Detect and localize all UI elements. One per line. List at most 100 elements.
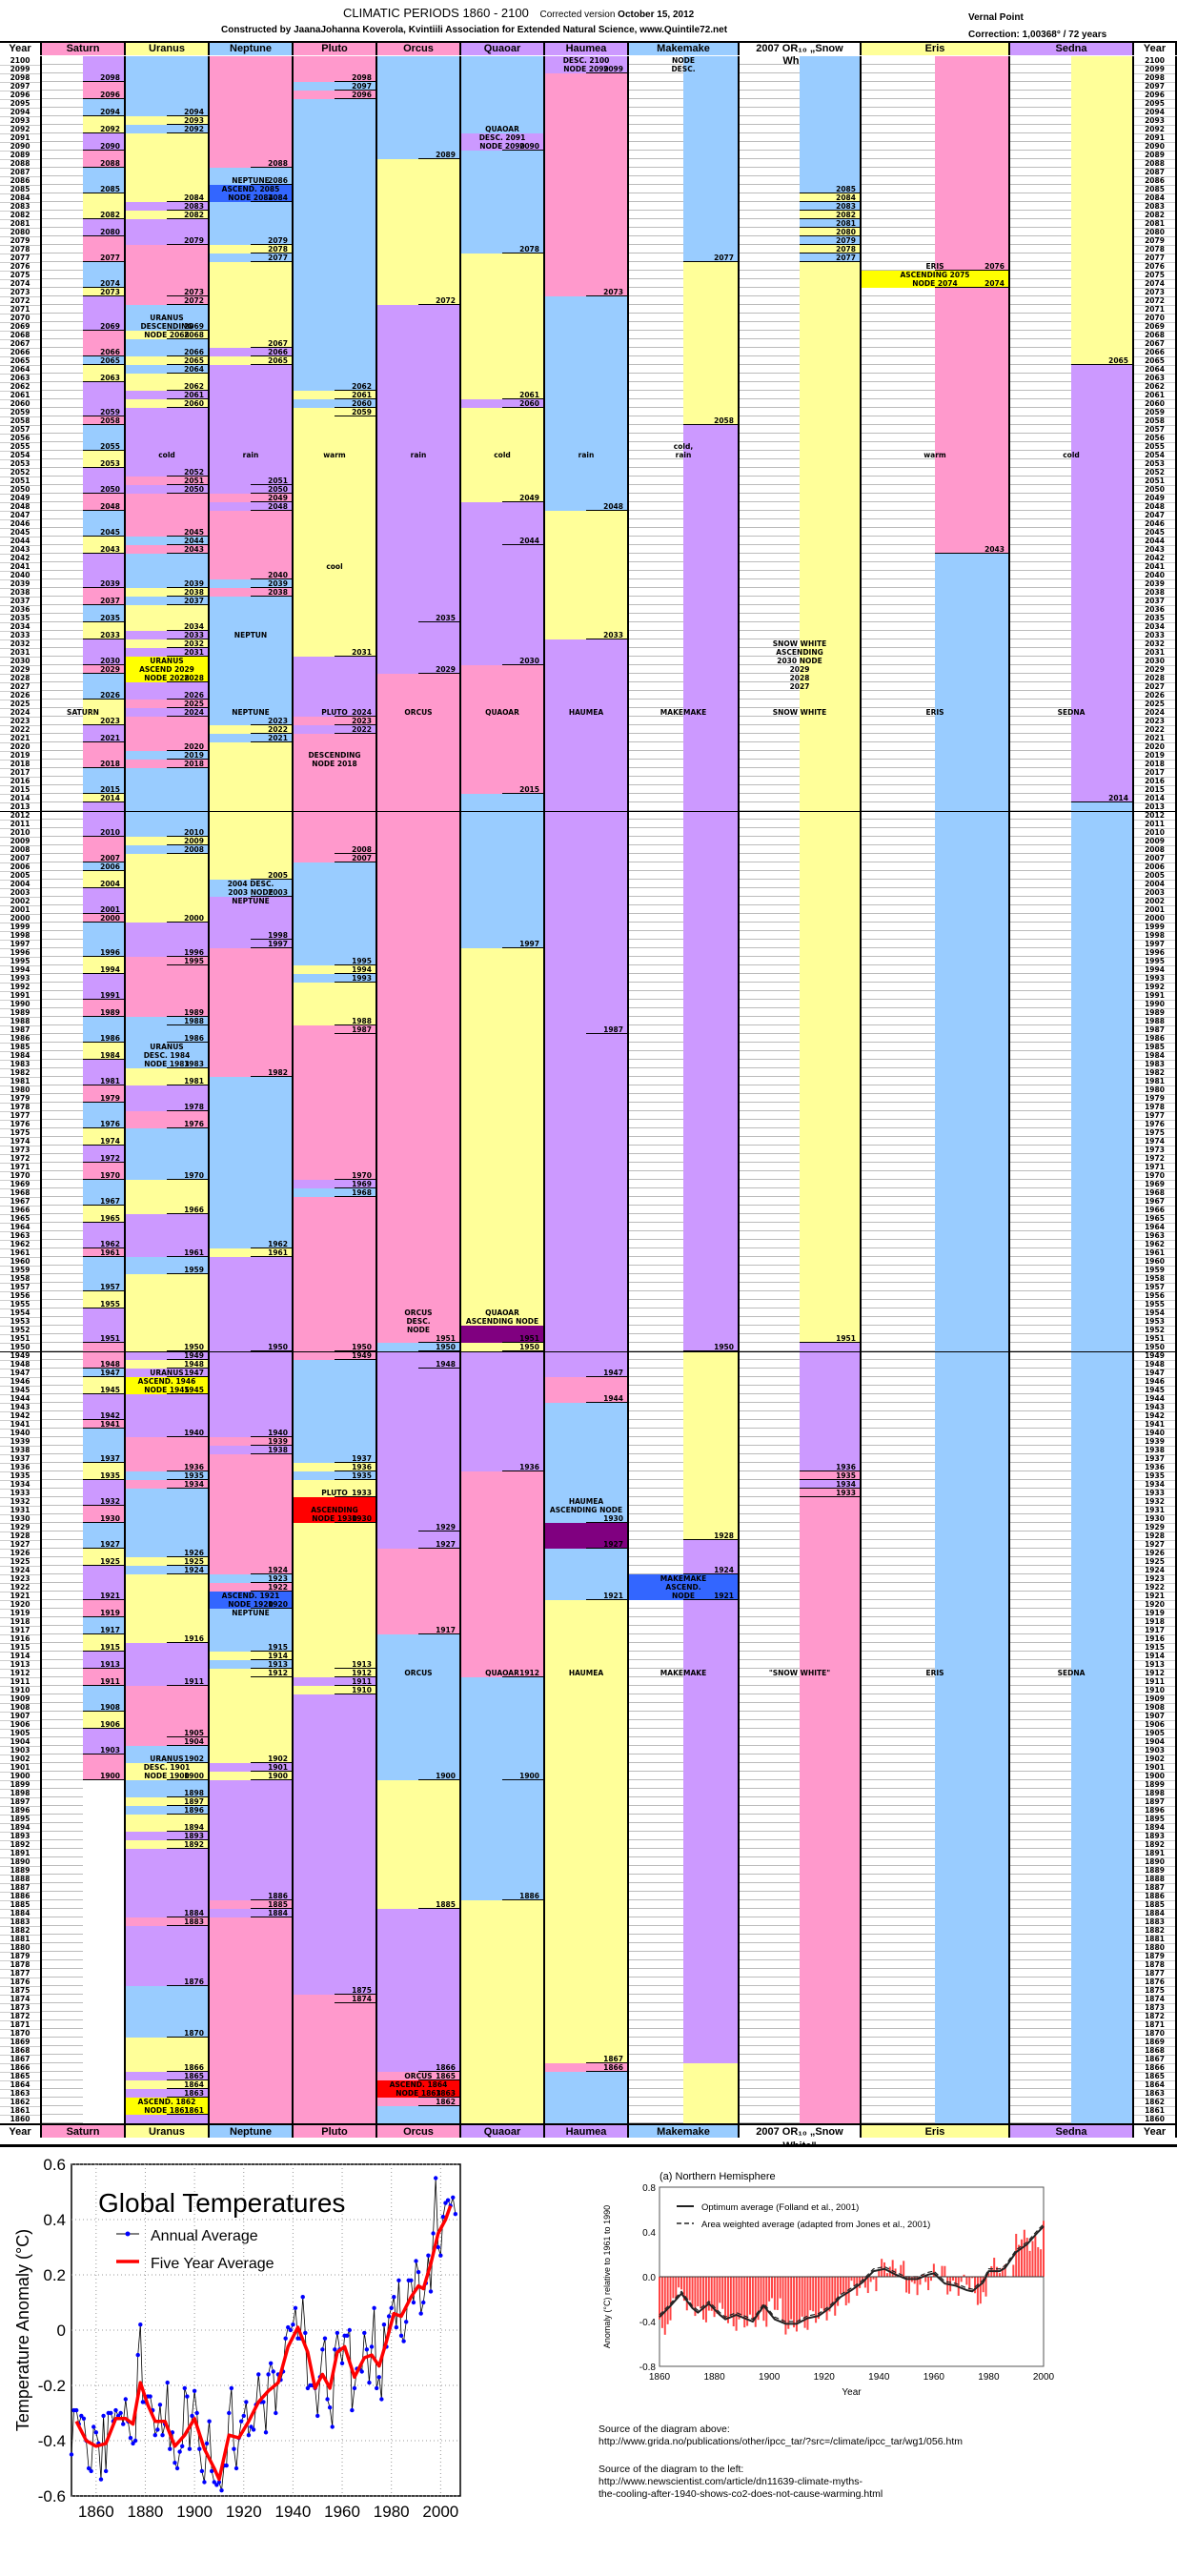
year-marker: 2035 [83, 614, 124, 622]
year-marker: 1884 [167, 1909, 208, 1917]
period-band [800, 1497, 860, 2123]
year-marker: 1997 [502, 940, 543, 948]
year-marker: 2065 [167, 356, 208, 365]
year-marker: 2067 [251, 339, 292, 348]
year-marker: 2078 [800, 245, 860, 254]
y-tick-label: 0.4 [642, 2228, 656, 2239]
year-marker: 1989 [167, 1008, 208, 1017]
era-divider [0, 1351, 1177, 1352]
year-marker: 1928 [683, 1531, 738, 1540]
year-marker: 2077 [800, 254, 860, 262]
column-annotation: QUAOAR [461, 1308, 543, 1317]
year-marker: 1972 [83, 1154, 124, 1163]
year-marker: 1893 [167, 1832, 208, 1840]
column-annotation: "SNOW WHITE" [740, 1669, 860, 1677]
x-tick-label: 1860 [78, 2503, 114, 2521]
column-annotation: NODE 2090 [461, 142, 543, 151]
period-band [210, 1454, 292, 1574]
year-marker: 1944 [586, 1394, 627, 1403]
year-marker: 1959 [167, 1266, 208, 1274]
column-annotation: ASCENDING [294, 1506, 375, 1514]
column-annotation: NEPTUNE [210, 708, 292, 717]
column-header-year_right: Year [1134, 43, 1177, 55]
period-band [126, 1849, 208, 1917]
period-band [377, 1780, 459, 1909]
column-annotation: NODE [629, 56, 738, 65]
period-band [683, 1351, 738, 1540]
source-left-url-1[interactable]: http://www.newscientist.com/article/dn11… [599, 2476, 862, 2488]
legend-five-year: Five Year Average [151, 2256, 274, 2272]
column-header-eris: Eris [862, 43, 1010, 55]
year-marker: 2026 [167, 691, 208, 700]
y-axis-label: Temperature Anomaly (°C) [13, 2229, 32, 2431]
year-marker: 2079 [167, 236, 208, 245]
year-marker: 1886 [251, 1892, 292, 1900]
column-quaoar: 2091209020782061206020492044203020151997… [461, 56, 545, 2123]
year-marker: 1898 [167, 1789, 208, 1797]
column-footer-sedna: Sedna [1010, 2123, 1134, 2138]
year-marker: 2085 [800, 185, 860, 193]
column-annotation: ASCENDING 2075 [862, 271, 1008, 279]
column-annotation: ASCENDING NODE [461, 1317, 543, 1326]
column-footer-year_left: Year [0, 2123, 42, 2138]
year-marker: 2007 [83, 854, 124, 862]
year-marker: 2024 [167, 708, 208, 717]
year-marker: 2072 [418, 296, 459, 305]
year-marker: 2063 [83, 374, 124, 382]
year-marker: 2010 [167, 828, 208, 837]
year-marker: 1935 [83, 1471, 124, 1480]
year-marker: 1906 [83, 1720, 124, 1729]
year-marker: 1884 [251, 1909, 292, 1917]
y-tick-label: 0.8 [642, 2183, 656, 2194]
column-annotation: ASCEND. [629, 1583, 738, 1592]
column-annotation: NODE [377, 1326, 459, 1334]
period-band [1071, 802, 1132, 2123]
period-band [461, 151, 543, 254]
period-band [210, 56, 292, 168]
column-annotation: QUAOAR [461, 125, 543, 133]
column-footer-year_right: Year [1134, 2123, 1177, 2138]
year-marker: 2008 [167, 845, 208, 854]
vernal-point: Vernal Point Correction: 1,00368° / 72 y… [968, 10, 1106, 44]
year-marker: 1996 [167, 948, 208, 957]
period-band [935, 56, 1008, 271]
year-marker: 2030 [502, 657, 543, 665]
year-label: 1860 [0, 2115, 40, 2123]
year-marker: 1987 [586, 1025, 627, 1034]
year-marker: 1994 [83, 965, 124, 974]
column-footer-saturn: Saturn [42, 2123, 126, 2138]
column-annotation: ERIS [862, 1669, 1008, 1677]
x-tick-label: 1980 [374, 2503, 410, 2521]
year-marker: 2037 [83, 597, 124, 605]
column-annotation: NEPTUNE [210, 1609, 292, 1617]
year-marker: 2069 [83, 322, 124, 331]
year-marker: 2080 [800, 228, 860, 236]
period-band [683, 262, 738, 425]
year-marker: 1924 [683, 1566, 738, 1574]
year-marker: 2083 [800, 202, 860, 211]
year-marker: 1965 [83, 1214, 124, 1223]
year-marker: 1930 [586, 1514, 627, 1523]
year-marker: 1949 [335, 1351, 375, 1360]
year-marker: 2094 [167, 108, 208, 116]
source-above-url[interactable]: http://www.grida.no/publications/other/i… [599, 2436, 963, 2448]
year-marker: 2096 [83, 91, 124, 99]
year-marker: 1940 [251, 1429, 292, 1437]
period-band [83, 1780, 124, 2123]
column-annotation: rain [629, 451, 738, 459]
year-marker: 1919 [83, 1609, 124, 1617]
column-header-uranus: Uranus [126, 43, 210, 55]
year-marker: 1903 [83, 1746, 124, 1755]
year-marker: 1875 [335, 1986, 375, 1995]
period-band [683, 425, 738, 1351]
year-marker: 1957 [83, 1283, 124, 1291]
year-marker: 2037 [167, 597, 208, 605]
year-marker: 1966 [167, 1206, 208, 1214]
year-marker: 1934 [800, 1480, 860, 1489]
period-band [461, 254, 543, 399]
year-marker: 1913 [335, 1660, 375, 1669]
column-header-neptune: Neptune [210, 43, 294, 55]
period-band [126, 1274, 208, 1351]
